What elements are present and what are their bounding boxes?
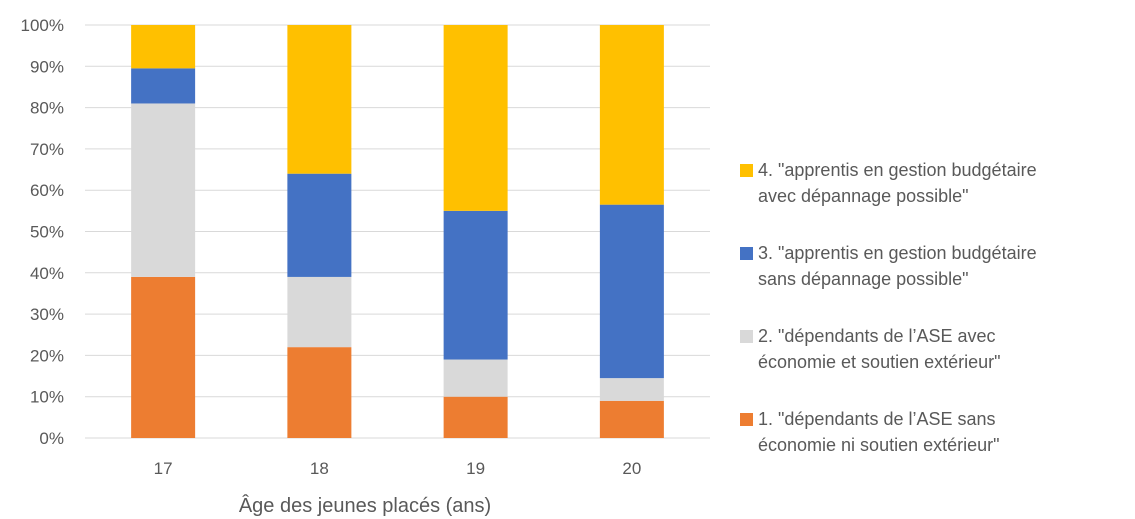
x-tick-label: 17 — [154, 459, 173, 478]
y-tick-label: 30% — [30, 305, 64, 324]
y-tick-label: 40% — [30, 264, 64, 283]
legend-swatch-series-4 — [740, 164, 753, 177]
y-tick-label: 60% — [30, 181, 64, 200]
bar-segment-17-series-2 — [131, 103, 196, 277]
legend-label-series-4: 4. "apprentis en gestion budgétaire — [758, 160, 1037, 180]
legend-label-series-1: économie ni soutien extérieur" — [758, 435, 1000, 455]
bar-segment-20-series-4 — [599, 25, 664, 205]
y-tick-label: 100% — [21, 16, 64, 35]
bar-segment-17-series-3 — [131, 68, 196, 104]
y-tick-label: 80% — [30, 99, 64, 118]
bar-segment-18-series-2 — [287, 276, 352, 348]
legend-label-series-2: économie et soutien extérieur" — [758, 352, 1001, 372]
bar-segment-18-series-4 — [287, 25, 352, 174]
x-axis-title: Âge des jeunes placés (ans) — [239, 494, 491, 517]
legend-label-series-4: avec dépannage possible" — [758, 186, 969, 206]
bar-segment-17-series-1 — [131, 276, 196, 438]
bar-segment-18-series-3 — [287, 173, 352, 277]
bar-segment-18-series-1 — [287, 347, 352, 438]
bar-segment-17-series-4 — [131, 25, 196, 69]
bar-segment-19-series-1 — [443, 396, 508, 438]
y-tick-label: 90% — [30, 57, 64, 76]
legend-swatch-series-1 — [740, 413, 753, 426]
bar-segment-19-series-3 — [443, 210, 508, 360]
y-tick-label: 0% — [39, 429, 64, 448]
x-tick-label: 18 — [310, 459, 329, 478]
bar-segment-19-series-4 — [443, 25, 508, 211]
legend-label-series-1: 1. "dépendants de l’ASE sans — [758, 409, 996, 429]
y-tick-label: 50% — [30, 223, 64, 242]
bar-segment-20-series-1 — [599, 400, 664, 438]
legend: 4. "apprentis en gestion budgétaire avec … — [740, 160, 1037, 455]
bar-segment-19-series-2 — [443, 359, 508, 397]
x-tick-label: 20 — [622, 459, 641, 478]
y-tick-label: 70% — [30, 140, 64, 159]
legend-swatch-series-2 — [740, 330, 753, 343]
legend-swatch-series-3 — [740, 247, 753, 260]
y-axis: 0% 10% 20% 30% 40% 50% 60% 70% 80% 90% 100% — [21, 16, 64, 448]
y-tick-label: 10% — [30, 388, 64, 407]
bars — [131, 25, 664, 438]
x-axis: 17 18 19 20 — [154, 459, 642, 478]
legend-label-series-3: 3. "apprentis en gestion budgétaire — [758, 243, 1037, 263]
bar-segment-20-series-2 — [599, 378, 664, 401]
x-tick-label: 19 — [466, 459, 485, 478]
legend-label-series-3: sans dépannage possible" — [758, 269, 969, 289]
bar-segment-20-series-3 — [599, 204, 664, 379]
legend-label-series-2: 2. "dépendants de l’ASE avec — [758, 326, 996, 346]
y-tick-label: 20% — [30, 346, 64, 365]
